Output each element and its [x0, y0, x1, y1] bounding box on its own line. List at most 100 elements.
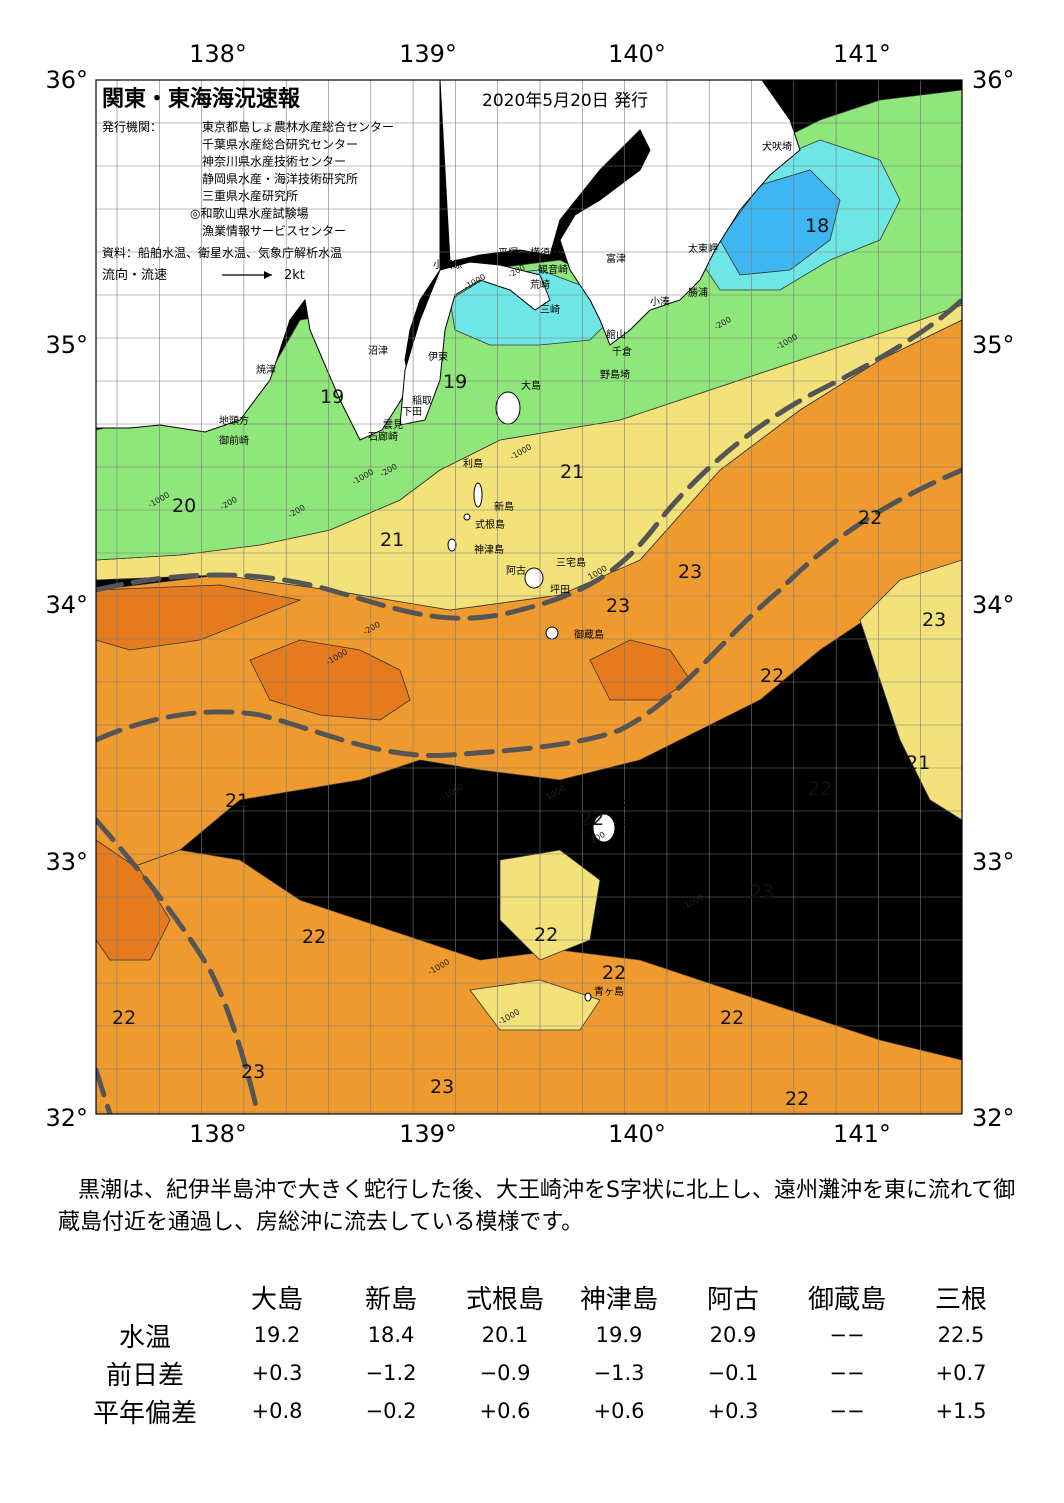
temperature-label: 23: [430, 1076, 454, 1098]
table-cell: 22.5: [937, 1323, 985, 1347]
lat-label-right: 36°: [972, 66, 1015, 94]
place-label: 横須賀: [530, 246, 560, 259]
temperature-label: 19: [320, 386, 344, 408]
temperature-label: 21: [906, 752, 930, 774]
temperature-label: 20: [172, 495, 196, 517]
table-row: 水温 19.2 18.4 20.1 19.9 20.9 −− 22.5: [70, 1316, 1018, 1354]
map-body: [96, 80, 962, 1114]
table-cell: −1.3: [593, 1361, 645, 1385]
publisher-item: 漁業情報サービスセンター: [202, 224, 346, 238]
sea-24c-patch-west: [249, 639, 411, 721]
place-label: 荒崎: [530, 278, 550, 291]
row-label: 水温: [118, 1322, 171, 1353]
place-label: 三宅島: [556, 556, 586, 569]
temperature-labels: 18 19 19 20 21 21 22 23 23 23 22 21 22 21 22 23 22 22 22 22…: [112, 215, 946, 1110]
publisher-item: 千葉県水産総合研究センター: [202, 136, 358, 151]
lat-label-left: 33°: [45, 848, 88, 876]
place-label: 稲取: [412, 395, 432, 407]
sea-temperature-map: 関東・東海海況速報 2020年5月20日 発行 発行機関： 東京都島しょ農林水産…: [45, 40, 1015, 1148]
flow-legend-arrowhead: [264, 271, 272, 279]
station-header: 式根島: [465, 1284, 544, 1315]
lat-label-left: 34°: [45, 591, 88, 619]
data-sources: 資料：船舶水温、衛星水温、気象庁解析水温: [102, 245, 342, 260]
table-row: 平年偏差 +0.8 −0.2 +0.6 +0.6 +0.3 −− +1.5: [70, 1392, 1018, 1430]
station-header: 神津島: [579, 1284, 658, 1315]
lon-label-bottom: 138°: [189, 1120, 247, 1148]
temperature-label: 22: [302, 926, 326, 948]
lat-label-right: 32°: [972, 1104, 1015, 1132]
temperature-label: 23: [606, 595, 630, 617]
observation-table: 大島 新島 式根島 神津島 阿古 御蔵島 三根 水温 19.2 18.4 20.1 19.9 20.9…: [70, 1278, 1018, 1430]
lat-label-left: 36°: [45, 66, 88, 94]
place-label: 焼津: [256, 364, 276, 376]
place-label: 三崎: [540, 303, 560, 316]
lon-label-bottom: 140°: [608, 1120, 666, 1148]
flow-legend-label: 流向・流速: [102, 267, 167, 283]
place-label: 富津: [606, 252, 626, 265]
temperature-label: 21: [225, 790, 249, 812]
place-label: 雲見: [383, 419, 403, 431]
temperature-label: 23: [750, 881, 774, 903]
lat-label-left: 32°: [45, 1104, 88, 1132]
niijima-island: [473, 482, 483, 508]
lon-label-bottom: 141°: [833, 1120, 891, 1148]
place-label: 地頭方: [219, 414, 249, 427]
miyakejima-island: [524, 567, 544, 589]
place-label: 下田: [402, 407, 422, 418]
sea-21c-south-patch: [469, 979, 601, 1031]
lon-label-top: 139°: [399, 40, 457, 68]
shikinejima-island: [463, 513, 471, 521]
table-cell: +0.6: [479, 1399, 531, 1423]
summary-text: 黒潮は、紀伊半島沖で大きく蛇行した後、大王崎沖をS字状に北上し、遠州灘沖を東に流…: [58, 1178, 1016, 1235]
lon-label-top: 138°: [189, 40, 247, 68]
place-label: 大賀郷: [546, 831, 576, 844]
place-label: 八丈島: [610, 797, 640, 810]
table-cell: 19.9: [595, 1323, 643, 1347]
lon-label-top: 140°: [608, 40, 666, 68]
table-cell: −−: [829, 1399, 865, 1423]
temperature-label: 23: [922, 609, 946, 631]
temperature-label: 22: [760, 665, 784, 687]
place-label: 式根島: [475, 518, 505, 531]
publishers-list: 東京都島しょ農林水産総合センター千葉県水産総合研究センター神奈川県水産技術センタ…: [190, 119, 394, 238]
map-grid: [96, 80, 962, 1114]
place-label: 館山: [606, 328, 626, 341]
flow-legend-speed: 2kt: [284, 268, 305, 283]
map-title: 関東・東海海況速報: [102, 86, 301, 112]
mikurajima-island: [545, 626, 559, 640]
table-cell: +0.8: [251, 1399, 303, 1423]
kuroshio-axis-main: [96, 297, 962, 621]
temperature-label: 22: [112, 1007, 136, 1029]
temperature-label: 18: [805, 215, 829, 237]
kuroshio-summary: 黒潮は、紀伊半島沖で大きく蛇行した後、大王崎沖をS字状に北上し、遠州灘沖を東に流…: [58, 1175, 1018, 1239]
table-cell: −1.2: [365, 1361, 417, 1385]
place-label: 小湊: [650, 295, 670, 308]
land-honshu-west: [96, 80, 441, 441]
place-label: 太東岬: [688, 242, 718, 255]
place-label: 御前崎: [219, 434, 249, 447]
temperature-label: 22: [808, 778, 832, 800]
place-label: 大島: [521, 379, 541, 392]
table-cell: −0.2: [365, 1399, 417, 1423]
kozushima-island: [447, 538, 457, 552]
place-label: 阿古: [506, 564, 526, 577]
issue-date: 2020年5月20日 発行: [482, 91, 648, 111]
table-cell: +0.3: [251, 1361, 303, 1385]
table-body: 水温 19.2 18.4 20.1 19.9 20.9 −− 22.5 前日差 +0.3 −1.2 −…: [70, 1316, 1018, 1430]
kuroshio-axis-southwest-edge: [96, 1067, 113, 1114]
place-label: 御蔵島: [574, 628, 604, 641]
temperature-label: 19: [443, 371, 467, 393]
station-header: 御蔵島: [807, 1284, 886, 1315]
place-label: 坪田: [550, 583, 570, 596]
table-cell: +1.5: [935, 1399, 987, 1423]
station-header: 新島: [364, 1284, 417, 1315]
place-label: 三根: [619, 815, 639, 828]
place-label: 伊東: [428, 350, 448, 363]
lat-label-right: 34°: [972, 591, 1015, 619]
publisher-label: 発行機関：: [102, 119, 162, 134]
temperature-label: 22: [785, 1088, 809, 1110]
place-label: 青ヶ島: [594, 985, 624, 998]
table-row: 前日差 +0.3 −1.2 −0.9 −1.3 −0.1 −− +0.7: [70, 1354, 1018, 1392]
temperature-label: 23: [241, 1061, 265, 1083]
